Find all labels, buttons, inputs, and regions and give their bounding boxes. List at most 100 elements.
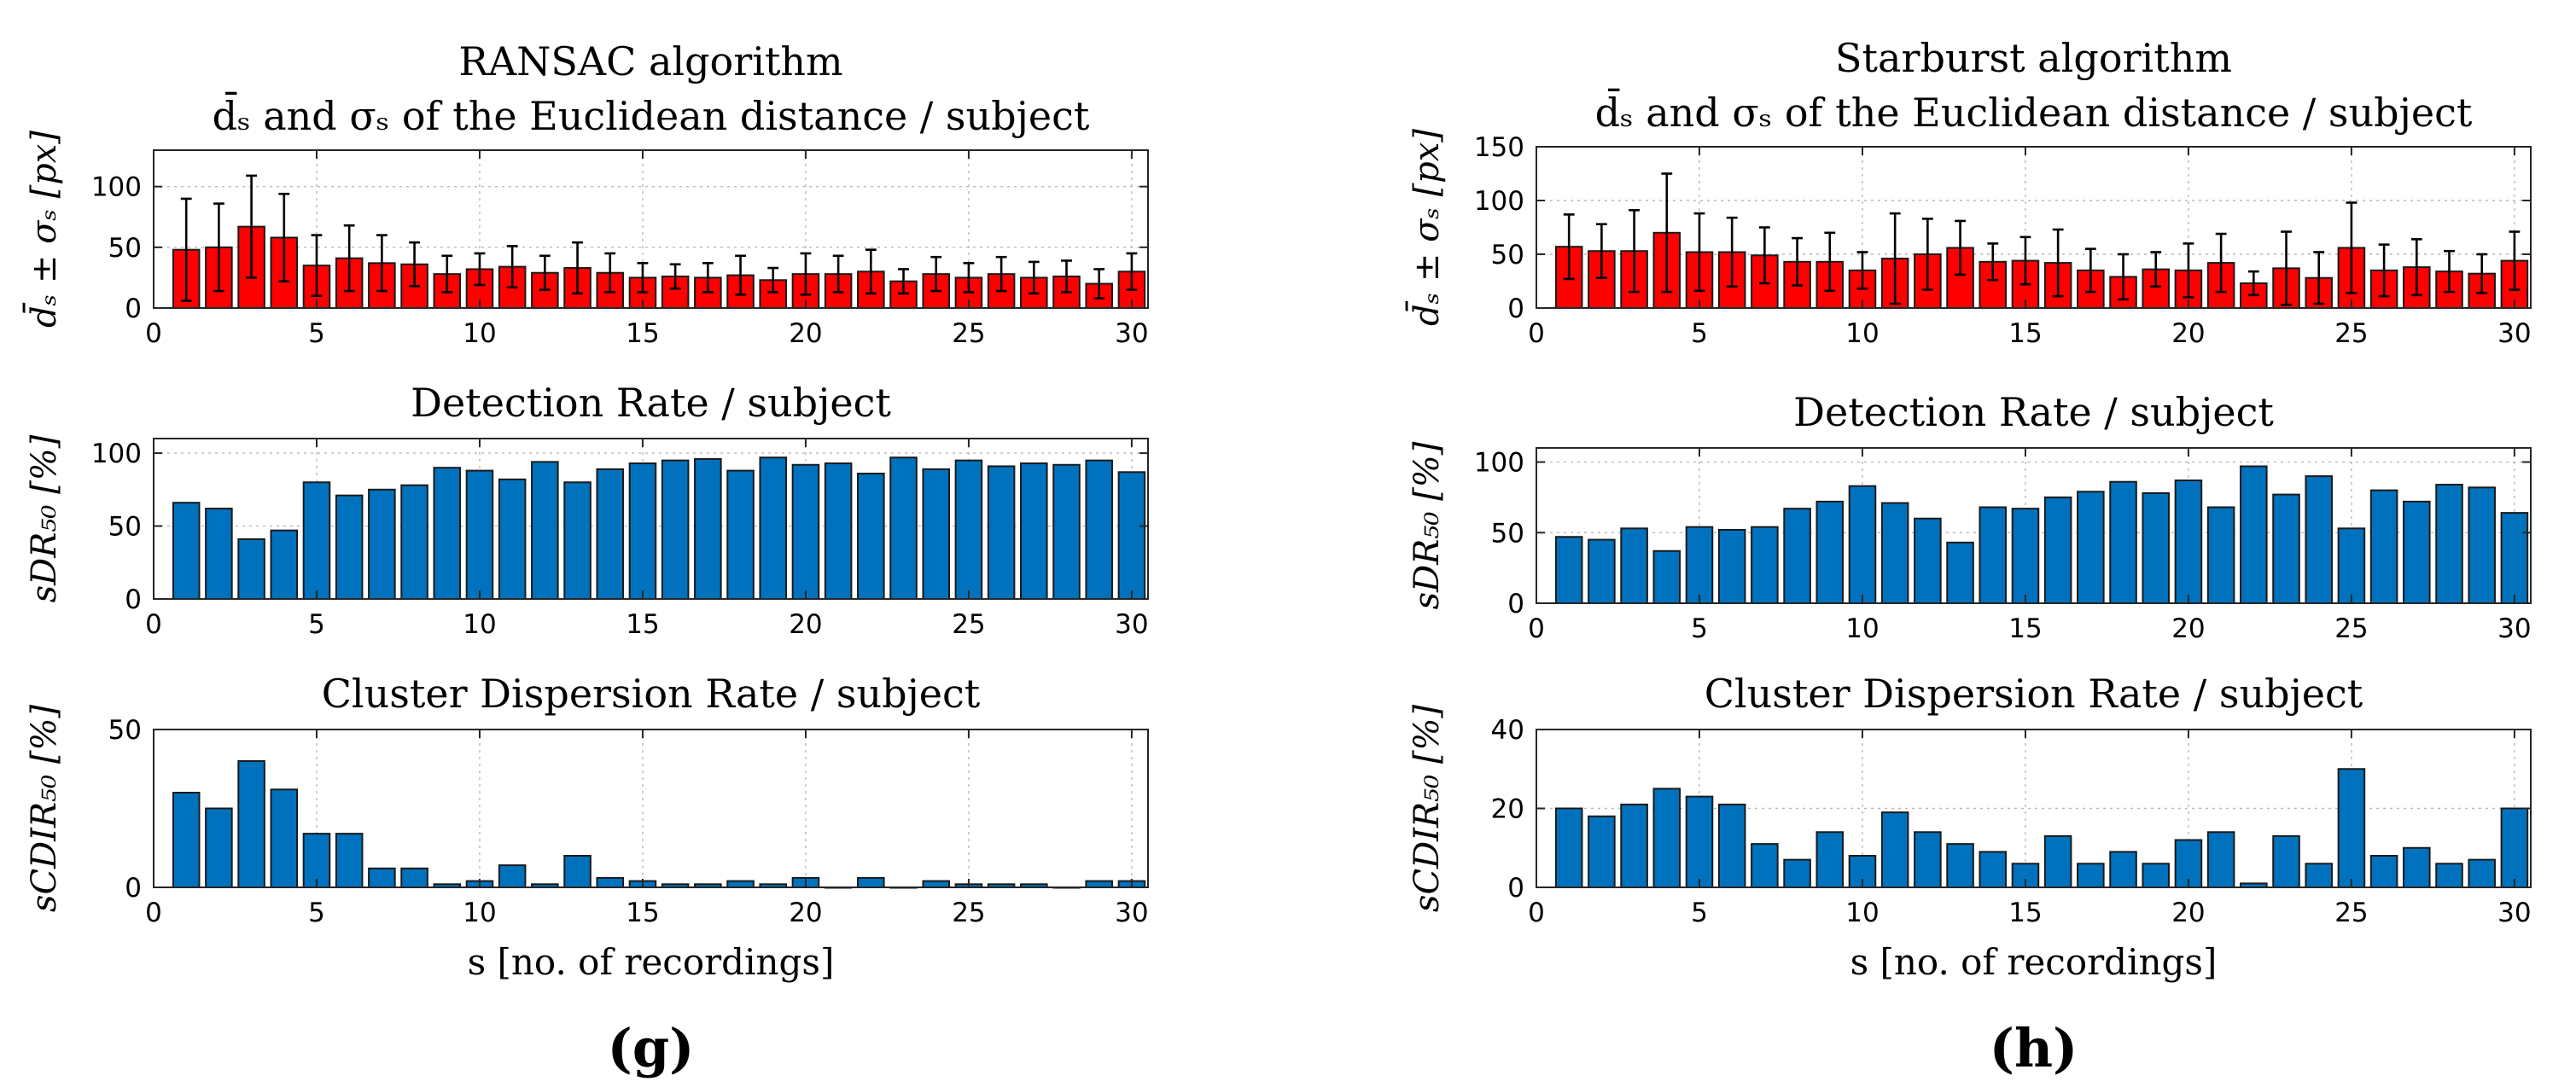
bar-9: [433, 467, 462, 600]
bar-29: [1085, 459, 1113, 600]
x-tick-label: 30: [1115, 898, 1148, 928]
bar-5: [1685, 526, 1714, 604]
bar-27: [1020, 462, 1048, 601]
error-bar-18: [735, 254, 746, 296]
error-bar-30: [1126, 252, 1138, 291]
bar-13: [1946, 541, 1974, 605]
bar-8: [1783, 858, 1811, 888]
bar-8: [400, 484, 428, 601]
error-bar-16: [669, 263, 681, 290]
x-tick-label: 30: [1115, 318, 1148, 349]
y-tick-label: 0: [125, 873, 142, 904]
bar-14: [1979, 851, 2008, 888]
bar-29: [1085, 880, 1113, 888]
error-bar-28: [2444, 249, 2455, 294]
bar-23: [2272, 834, 2300, 888]
x-tick-label: 25: [2334, 613, 2368, 644]
bar-2: [205, 508, 233, 601]
bar-11: [498, 864, 527, 888]
bar-19: [759, 456, 788, 601]
x-tick-label: 20: [2171, 318, 2205, 349]
chart-subtitle: d̄ₛ and σₛ of the Euclidean distance / s…: [213, 90, 1090, 139]
y-tick-label: 0: [125, 294, 142, 324]
error-bar-11: [506, 245, 518, 289]
error-bar-6: [343, 224, 355, 293]
bar-24: [922, 468, 951, 601]
x-tick-label: 0: [1528, 898, 1545, 928]
bar-4: [1652, 788, 1681, 888]
error-bar-10: [1856, 251, 1868, 290]
bar-7: [1751, 843, 1779, 888]
error-bar-1: [180, 197, 192, 302]
bar-18: [726, 880, 755, 888]
chart-5: 0 5 10 15 20 25 30 0 20 40 Cluster Dispersion Rate…: [1407, 671, 2532, 983]
error-bar-20: [2183, 242, 2194, 299]
bar-9: [1815, 831, 1845, 888]
x-tick-label: 30: [2497, 613, 2531, 644]
error-bar-9: [441, 254, 453, 294]
axes-frame: [153, 438, 1149, 600]
error-bar-19: [767, 266, 779, 294]
bar-10: [465, 469, 494, 600]
error-bar-1: [1563, 213, 1575, 281]
bar-2: [1588, 538, 1616, 605]
bar-18: [2109, 851, 2137, 888]
x-tick-label: 20: [789, 898, 822, 928]
error-bar-22: [2247, 270, 2259, 297]
bar-5: [1685, 795, 1714, 888]
error-bar-16: [2052, 228, 2064, 298]
bar-3: [1620, 803, 1648, 888]
error-bar-17: [702, 262, 714, 294]
error-bar-15: [2019, 235, 2031, 286]
error-bar-17: [2084, 247, 2096, 294]
bar-9: [1815, 500, 1845, 605]
y-tick-label: 50: [108, 233, 142, 264]
bar-20: [791, 463, 820, 600]
x-tick-label: 25: [952, 609, 985, 640]
bar-7: [368, 488, 396, 600]
bar-16: [661, 459, 690, 600]
bar-18: [2109, 480, 2137, 605]
y-axis-label: sDR₅₀ [%]: [25, 434, 64, 602]
bar-10: [1848, 485, 1877, 604]
error-bar-8: [1792, 236, 1803, 287]
y-tick-label: 0: [1507, 589, 1524, 619]
y-tick-label: 50: [1491, 240, 1524, 270]
bar-3: [1620, 527, 1648, 604]
bar-24: [922, 880, 951, 888]
error-bar-29: [1093, 268, 1105, 299]
bar-14: [596, 876, 625, 889]
y-tick-label: 50: [108, 512, 142, 543]
error-bar-24: [2313, 251, 2325, 305]
bar-13: [563, 481, 592, 600]
bar-1: [172, 792, 201, 888]
x-tick-label: 5: [308, 318, 325, 349]
y-tick-label: 40: [1491, 715, 1524, 746]
bar-22: [2240, 465, 2268, 604]
bar-11: [1880, 811, 1909, 888]
error-bar-26: [2378, 243, 2390, 298]
bar-24: [2305, 863, 2334, 888]
x-tick-label: 25: [952, 898, 985, 928]
x-tick-label: 5: [1691, 613, 1708, 644]
error-bar-8: [409, 241, 420, 288]
x-tick-label: 15: [626, 898, 659, 928]
bar-6: [1717, 803, 1746, 888]
bar-8: [1783, 508, 1811, 604]
x-tick-label: 5: [308, 609, 325, 640]
bar-29: [2468, 486, 2496, 604]
chart-title: RANSAC algorithm: [458, 38, 842, 84]
y-axis-label: sCDIR₅₀ [%]: [25, 705, 64, 913]
error-bar-26: [995, 255, 1007, 293]
y-tick-label: 0: [1507, 873, 1524, 904]
x-tick-label: 10: [1845, 613, 1879, 644]
chart-title: Detection Rate / subject: [1793, 389, 2274, 435]
bar-17: [2077, 863, 2105, 888]
axes-frame: [1536, 447, 2532, 604]
bar-11: [498, 478, 527, 601]
bar-15: [2011, 508, 2040, 604]
bar-4: [270, 529, 299, 600]
x-tick-label: 30: [1115, 609, 1148, 640]
error-bar-9: [1824, 231, 1836, 293]
